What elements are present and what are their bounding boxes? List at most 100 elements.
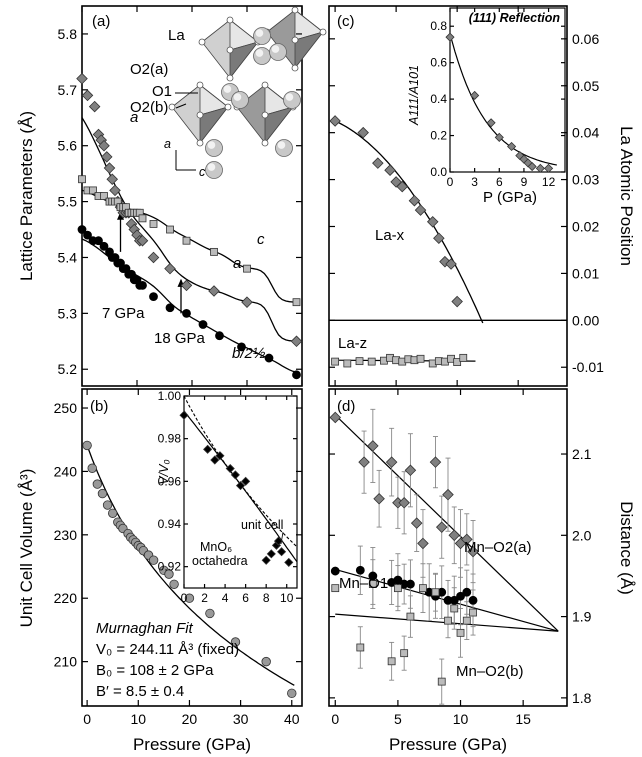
panel-a-point	[94, 236, 103, 246]
mn-o2a-label: Mn–O2(a)	[464, 539, 532, 556]
panel-a-point	[264, 353, 274, 363]
panel-c-letter: (c)	[337, 13, 355, 30]
panel-b-point	[148, 555, 159, 565]
panel-c-point	[459, 353, 468, 362]
panel-d-ylabel: Distance (Å)	[617, 501, 636, 595]
panel-b-inset-xtick-label: 4	[222, 591, 229, 605]
panel-b-inset-point	[225, 463, 235, 474]
panel-c-inset-point	[470, 90, 480, 101]
panel-b-inset-ytick-label: 0.98	[158, 432, 182, 446]
crystal-label-la: La	[168, 27, 185, 44]
la-atom-highlight	[255, 49, 264, 57]
panel-d-ytick-label: 1.8	[572, 690, 592, 706]
panel-c-ylabel: La Atomic Position	[617, 126, 636, 266]
panel-d-point	[406, 579, 415, 589]
axis-c-label: c	[199, 165, 206, 179]
oxygen-atom	[224, 103, 232, 111]
panel-c-inset-xtick-label: 12	[542, 175, 556, 189]
panel-c-point	[384, 164, 396, 176]
panel-c-point	[451, 295, 463, 308]
panel-b-inset-ylabel: V/V₀	[157, 459, 171, 484]
panel-b-inset-xtick-label: 6	[242, 591, 249, 605]
panel-d-letter: (d)	[337, 398, 355, 415]
panel-d-point	[462, 616, 471, 625]
panel-b-inset-ytick-label: 1.00	[158, 389, 182, 403]
oxygen-atom	[291, 36, 299, 44]
panel-d-point	[468, 595, 478, 605]
panel-c-point	[372, 157, 384, 169]
panel-a-point	[138, 214, 147, 223]
panel-a-point	[166, 225, 174, 234]
oxygen-atom	[196, 111, 204, 119]
la-atom-highlight	[207, 141, 216, 149]
panel-a-point	[237, 342, 246, 352]
panel-c-point	[355, 357, 364, 366]
panel-c-inset-point	[445, 32, 455, 42]
panel-b-inset-point	[284, 557, 294, 567]
label-c: c	[257, 231, 265, 248]
panel-d-point	[329, 411, 342, 424]
panel-a-point	[208, 285, 220, 297]
panel-c-ytick-label: 0.04	[572, 125, 599, 141]
panel-b-point	[87, 463, 97, 473]
oxygen-atom	[196, 139, 204, 147]
panel-a-point	[165, 303, 175, 313]
panel-a-point	[243, 264, 251, 273]
panel-c-ytick-label: 0.03	[572, 172, 599, 188]
panel-b-inset-xtick-label: 8	[263, 591, 270, 605]
panel-d-point	[393, 575, 403, 585]
la-z-label: La-z	[338, 335, 367, 352]
panel-c-inset-ytick-label: 0.8	[430, 19, 447, 33]
panel-d-point	[406, 612, 415, 621]
oxygen-atom	[198, 38, 206, 46]
la-x-fit	[331, 118, 484, 324]
unit-cell-label: unit cell	[241, 518, 283, 532]
la-atom-highlight	[255, 29, 264, 37]
panel-c-inset-point	[486, 118, 496, 128]
panel-d-xlabel: Pressure (GPa)	[389, 735, 507, 754]
crystal-label-o2a: O2(a)	[130, 61, 168, 78]
panel-d-point	[358, 456, 370, 468]
reflection-fit	[449, 33, 557, 166]
panel-d-point	[417, 537, 429, 550]
panel-b-letter: (b)	[90, 398, 108, 415]
panel-a-point	[89, 186, 97, 195]
panel-a-ytick-label: 5.6	[58, 138, 78, 154]
panel-a-point	[290, 335, 303, 348]
panel-b-inset-point	[230, 470, 240, 480]
murnaghan-label-0: Murnaghan Fit	[96, 620, 194, 637]
panel-a-point	[99, 241, 109, 251]
panel-d-point	[429, 456, 442, 468]
panel-c-inset-xtick-label: 9	[521, 175, 528, 189]
panel-c-point	[408, 194, 421, 207]
oxygen-atom	[291, 64, 299, 72]
panel-c-ytick-label: 0.05	[572, 78, 599, 94]
panel-c-point	[396, 180, 408, 193]
octahedron-face	[294, 31, 325, 70]
panel-b-inset-point	[215, 451, 225, 461]
panel-b-inset-point	[261, 555, 271, 565]
octahedron-face	[264, 106, 295, 145]
la-atom-highlight	[233, 93, 242, 101]
panel-b-inset-ytick-label: 0.92	[158, 560, 182, 574]
panel-c-inset-ytick-label: 0.6	[430, 56, 447, 70]
panel-b-point	[164, 569, 174, 579]
panel-a-point	[198, 320, 208, 329]
panel-b-point	[97, 488, 108, 499]
oxygen-atom	[196, 81, 204, 89]
panel-d-xtick-label: 5	[394, 711, 402, 727]
panel-d-point	[398, 497, 410, 509]
panel-a-ylabel: Lattice Parameters (Å)	[17, 111, 36, 281]
panel-a-point	[78, 175, 86, 184]
panel-a-ytick-label: 5.7	[58, 82, 78, 98]
panel-d-point	[331, 584, 340, 593]
panel-b-xtick-label: 40	[284, 711, 300, 727]
panel-a-ytick-label: 5.5	[58, 194, 78, 210]
panel-a-point	[136, 234, 149, 247]
panel-a-ytick-label: 5.8	[58, 26, 78, 42]
label-a-upper: a	[130, 109, 138, 126]
la-atom	[205, 139, 223, 157]
la-atom	[253, 27, 271, 45]
panel-a-point	[292, 370, 301, 380]
panel-d-point	[387, 657, 396, 666]
